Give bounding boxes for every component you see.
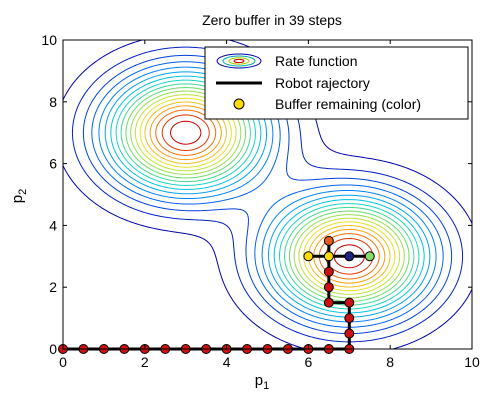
x-tick-label: 0 (59, 354, 67, 370)
legend-label-trajectory: Robot rajectory (275, 75, 370, 91)
buffer-marker (344, 251, 355, 262)
buffer-marker (344, 297, 355, 308)
contour-level (62, 39, 473, 350)
y-axis-label-main: p (9, 195, 26, 203)
buffer-marker (323, 251, 334, 262)
legend-label-rate: Rate function (275, 53, 358, 69)
plot-frame (62, 39, 473, 350)
y-tick-label: 6 (49, 156, 57, 172)
buffer-marker (344, 328, 355, 339)
chart-title: Zero buffer in 39 steps (202, 12, 342, 28)
buffer-marker (323, 282, 334, 293)
x-tick-label: 10 (464, 354, 480, 370)
contour-level (170, 120, 365, 269)
buffer-marker (323, 235, 334, 246)
axis-ticks: 0 2 4 6 8 10 0 2 4 6 8 10 (41, 32, 480, 370)
contour-level (120, 83, 415, 306)
y-tick-label: 4 (49, 217, 57, 233)
y-tick-label: 2 (49, 279, 57, 295)
buffer-marker (344, 313, 355, 324)
legend: Rate function Robot rajectory Buffer rem… (204, 46, 469, 120)
y-tick-label: 8 (49, 94, 57, 110)
contour-level (98, 66, 437, 323)
buffer-marker (323, 297, 334, 308)
legend-marker-swatch (233, 98, 245, 110)
y-axis-label-sub: 2 (17, 189, 29, 195)
legend-label-buffer: Buffer remaining (color) (275, 96, 421, 112)
contour-level (130, 90, 405, 299)
x-tick-label: 6 (305, 354, 313, 370)
legend-contour-swatch (216, 53, 262, 69)
x-axis-label-main: p (255, 372, 263, 389)
contour-level (144, 101, 391, 288)
buffer-marker (303, 251, 314, 262)
contour-level (71, 46, 464, 343)
y-tick-label: 0 (49, 341, 57, 357)
contour-level (110, 75, 425, 314)
y-tick-label: 10 (41, 32, 57, 48)
x-axis-label: p1 (255, 372, 269, 392)
x-axis-label-sub: 1 (263, 380, 269, 392)
buffer-marker (364, 251, 375, 262)
x-tick-label: 8 (386, 354, 394, 370)
y-axis-label: p2 (9, 189, 29, 203)
x-tick-label: 4 (223, 354, 231, 370)
x-tick-label: 2 (141, 354, 149, 370)
contour-level (104, 71, 431, 318)
buffer-marker (323, 266, 334, 277)
